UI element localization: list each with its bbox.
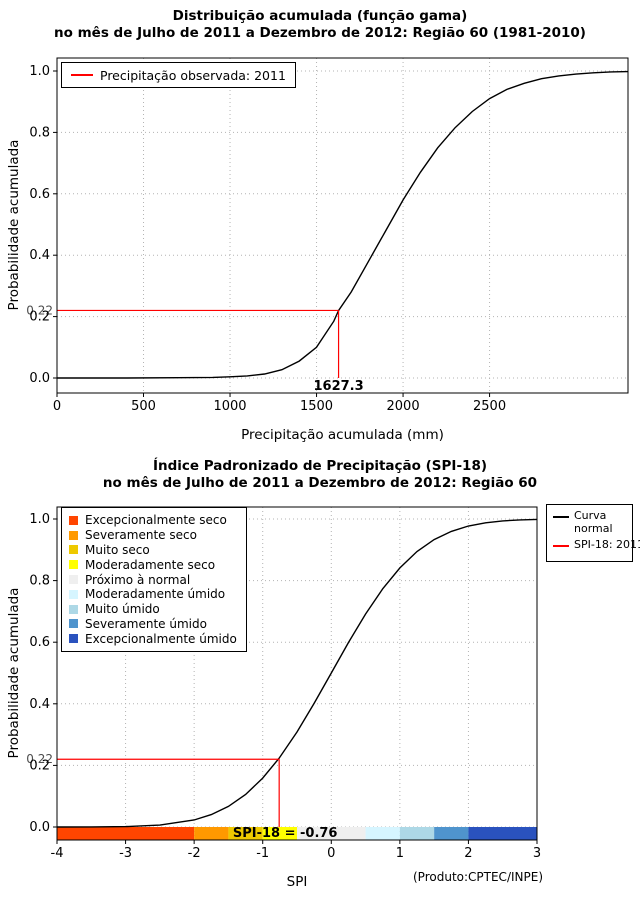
gamma-distribution-chart: Distribuição acumulada (função gama) no … <box>6 8 629 443</box>
spi-category-bar-segment <box>434 827 469 840</box>
gamma-cdf-plot: 1627.3 0.22 0 500 1000 1500 2000 2500 0.0 0.2 0.4 0… <box>26 57 629 414</box>
observed-precip-legend: Precipitação observada: 2011 <box>61 62 296 88</box>
curves-legend: Curva normal SPI-18: 2011 <box>546 504 640 562</box>
spi-cdf-plot: 0.22 SPI-18 = -0.76 -4 -3 -2 -1 0 1 2 3 0.0 0.2 0.4 0… <box>26 506 541 861</box>
y-tick-label: 0.0 <box>29 820 50 835</box>
legend-item: Excepcionalmente seco <box>69 513 237 528</box>
spi-category-bar-segment <box>194 827 229 840</box>
legend-item-label: Severamente seco <box>85 528 197 543</box>
plot-box <box>56 506 538 841</box>
spi-chart: Índice Padronizado de Precipitação (SPI-… <box>0 450 640 900</box>
y-tick-label: 0.6 <box>29 187 50 202</box>
legend-item: Excepcionalmente úmido <box>69 631 237 646</box>
spi-category-bar-segment <box>297 827 366 840</box>
legend-item: Muito seco <box>69 543 237 558</box>
y-tick-label: 0.2 <box>29 310 50 325</box>
legend-item: Curva normal <box>553 509 626 535</box>
legend-color-swatch <box>69 545 78 555</box>
y-tick-label: 1.0 <box>29 64 50 79</box>
normal-cdf-curve <box>56 518 538 828</box>
legend-color-swatch <box>69 589 78 599</box>
legend-color-swatch <box>69 560 78 570</box>
legend-item-label: Moderadamente seco <box>85 557 216 572</box>
legend-item-label: Precipitação observada: 2011 <box>100 67 286 83</box>
legend-label-line: SPI-18: 2011 <box>574 538 640 551</box>
chart-title: Índice Padronizado de Precipitação (SPI-… <box>152 458 488 474</box>
legend-color-swatch <box>69 575 78 585</box>
legend-item-label: Próximo à normal <box>85 572 191 587</box>
x-tick-label: 500 <box>131 399 156 414</box>
x-tick-label: -1 <box>256 846 269 861</box>
spi-category-bar-segment <box>228 827 263 840</box>
y-tick-label: 0.0 <box>29 371 50 386</box>
y-tick-label: 0.2 <box>29 758 50 773</box>
y-axis-label: Probabilidade acumulada <box>6 587 22 759</box>
x-tick-label: 2 <box>464 846 472 861</box>
y-tick-label: 0.8 <box>29 125 50 140</box>
product-credit: (Produto:CPTEC/INPE) <box>413 870 543 884</box>
legend-color-swatch <box>69 604 78 614</box>
gamma-cdf-curve <box>57 70 629 379</box>
y-tick-label: 0.4 <box>29 248 50 263</box>
chart-subtitle: no mês de Julho de 2011 a Dezembro de 20… <box>102 475 538 491</box>
y-tick-label: 1.0 <box>29 512 50 527</box>
legend-item: Severamente seco <box>69 528 237 543</box>
legend-item: Muito úmido <box>69 602 237 617</box>
legend-item-label: Muito úmido <box>85 602 160 617</box>
observed-y-value-label: 0.22 <box>26 752 53 766</box>
chart-subtitle: no mês de Julho de 2011 a Dezembro de 20… <box>54 25 586 41</box>
legend-item-label: Excepcionalmente seco <box>85 513 227 528</box>
x-tick-label: -2 <box>188 846 201 861</box>
legend-line-sample <box>553 545 569 547</box>
spi-category-bar-segment <box>57 827 195 840</box>
plot-box <box>56 57 629 394</box>
y-tick-label: 0.4 <box>29 697 50 712</box>
legend-label-line: Curva <box>574 509 607 522</box>
x-tick-label: 1500 <box>300 399 333 414</box>
x-tick-label: 2000 <box>387 399 420 414</box>
legend-line-sample <box>71 74 93 76</box>
x-axis-label: Precipitação acumulada (mm) <box>241 427 444 443</box>
x-tick-label: 2500 <box>473 399 506 414</box>
x-axis-label: SPI <box>286 874 308 890</box>
legend-item: Severamente úmido <box>69 617 237 632</box>
x-tick-label: -3 <box>119 846 132 861</box>
y-tick-label: 0.6 <box>29 635 50 650</box>
legend-item-label: Excepcionalmente úmido <box>85 631 237 646</box>
legend-item: SPI-18: 2011 <box>553 538 640 552</box>
y-tick-label: 0.8 <box>29 574 50 589</box>
spi-category-bar-segment <box>365 827 400 840</box>
spi-category-bar-segment <box>399 827 435 840</box>
x-tick-label: -4 <box>51 846 64 861</box>
legend-item: Moderadamente úmido <box>69 587 237 602</box>
legend-color-swatch <box>69 515 78 525</box>
legend-color-swatch <box>69 634 78 644</box>
observed-x-value-label: 1627.3 <box>313 379 363 394</box>
y-axis-label: Probabilidade acumulada <box>6 139 22 311</box>
legend-item-label: Muito seco <box>85 542 150 557</box>
x-tick-label: 1 <box>396 846 404 861</box>
x-tick-label: 0 <box>327 846 335 861</box>
legend-label-line: normal <box>574 521 613 535</box>
x-tick-label: 1000 <box>213 399 246 414</box>
legend-item: Moderadamente seco <box>69 557 237 572</box>
chart-title: Distribuição acumulada (função gama) <box>172 8 468 24</box>
legend-item: Precipitação observada: 2011 <box>71 67 286 83</box>
legend-color-swatch <box>69 530 78 540</box>
spi-categories-legend: Excepcionalmente seco Severamente seco Mui… <box>61 507 247 653</box>
legend-item: Próximo à normal <box>69 572 237 587</box>
legend-color-swatch <box>69 619 78 629</box>
legend-item-label: Moderadamente úmido <box>85 587 226 602</box>
spi-category-bar-segment <box>468 827 537 840</box>
spi-category-bar-segment <box>262 827 297 840</box>
x-tick-label: 3 <box>533 846 541 861</box>
legend-item-label: Severamente úmido <box>85 616 207 631</box>
legend-item-label: Curva normal <box>574 509 613 535</box>
observed-y-value-label: 0.22 <box>26 303 53 317</box>
legend-item-label: SPI-18: 2011 <box>574 538 640 552</box>
legend-line-sample <box>553 516 569 518</box>
spi-value-label: SPI-18 = -0.76 <box>233 826 338 841</box>
x-tick-label: 0 <box>53 399 61 414</box>
